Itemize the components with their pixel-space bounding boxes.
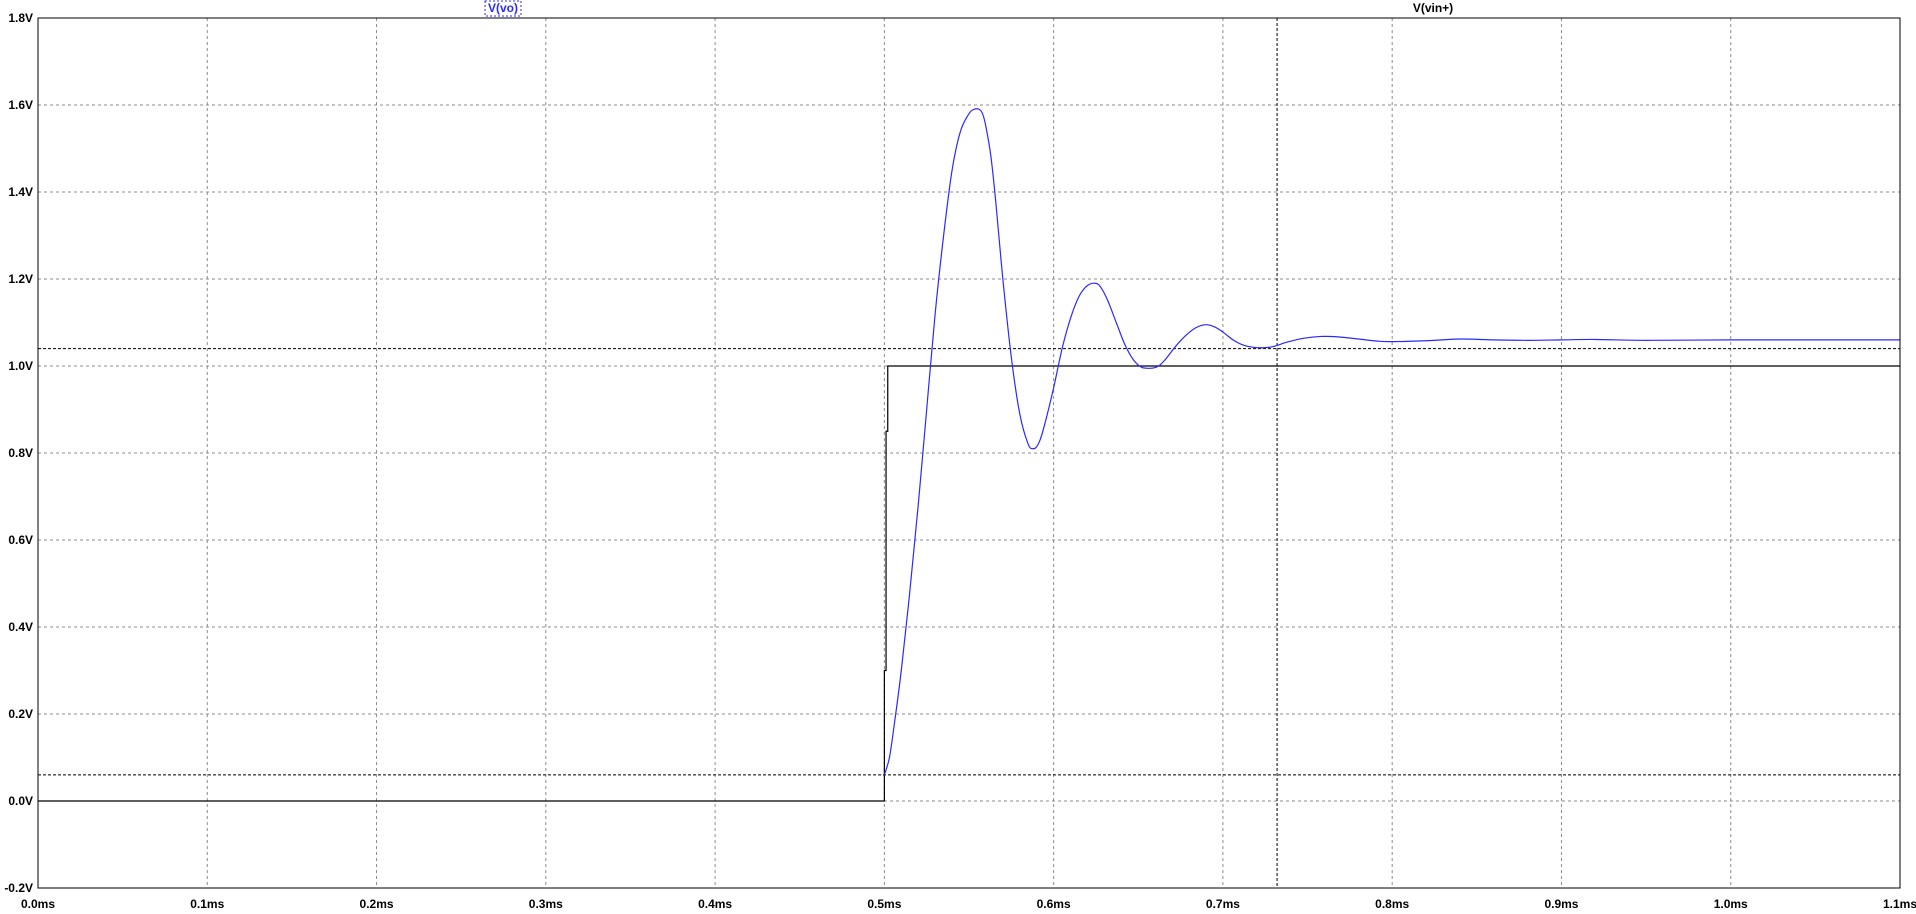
x-tick-label: 1.1ms — [1883, 897, 1916, 911]
x-tick-label: 0.9ms — [1544, 897, 1578, 911]
legend-v-vo[interactable]: V(vo) — [488, 1, 518, 15]
x-tick-label: 0.2ms — [360, 897, 394, 911]
y-tick-label: 0.0V — [8, 794, 33, 808]
series-line-v-vin-plus[interactable] — [38, 365, 1900, 802]
y-tick-label: -0.2V — [4, 881, 33, 895]
legend-layer[interactable]: V(vo) V(vin+) — [484, 0, 1453, 17]
series-line-v-vo[interactable] — [883, 108, 1900, 776]
legend-v-vin-plus[interactable]: V(vin+) — [1413, 1, 1453, 15]
y-tick-label: 1.2V — [8, 272, 33, 286]
x-tick-label: 0.7ms — [1206, 897, 1240, 911]
y-tick-label: 0.2V — [8, 707, 33, 721]
x-tick-label: 0.0ms — [21, 897, 55, 911]
y-tick-label: 0.8V — [8, 446, 33, 460]
y-tick-label: 0.6V — [8, 533, 33, 547]
tick-label-layer: 0.0ms 0.1ms 0.2ms 0.3ms 0.4ms 0.5ms 0.6ms 0.7ms… — [4, 11, 1916, 911]
plot-frame — [37, 17, 1901, 889]
y-tick-label: 1.4V — [8, 185, 33, 199]
series-layer — [38, 108, 1900, 802]
legend-v-vo-box[interactable] — [484, 0, 522, 17]
x-tick-label: 0.6ms — [1037, 897, 1071, 911]
y-tick-label: 1.0V — [8, 359, 33, 373]
y-tick-label: 1.8V — [8, 11, 33, 25]
y-tick-label: 1.6V — [8, 98, 33, 112]
y-tick-label: 0.4V — [8, 620, 33, 634]
x-tick-label: 0.4ms — [698, 897, 732, 911]
x-tick-label: 0.3ms — [529, 897, 563, 911]
x-tick-label: 0.8ms — [1375, 897, 1409, 911]
x-tick-label: 0.1ms — [190, 897, 224, 911]
cursor-layer — [38, 18, 1900, 888]
x-tick-label: 1.0ms — [1714, 897, 1748, 911]
x-tick-label: 0.5ms — [867, 897, 901, 911]
